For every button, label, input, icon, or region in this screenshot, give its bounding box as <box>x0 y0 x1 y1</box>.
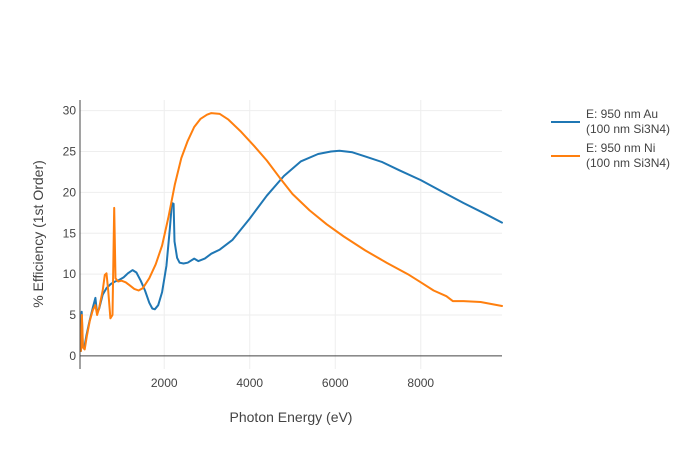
legend-label: (100 nm Si3N4) <box>586 156 670 170</box>
y-tick-label: 15 <box>63 226 77 240</box>
y-tick-label: 20 <box>63 185 77 199</box>
x-tick-label: 4000 <box>236 376 263 390</box>
grid-lines <box>80 100 502 369</box>
y-axis-ticks: 0 5 10 15 20 25 30 <box>63 104 77 363</box>
y-axis-title: % Efficiency (1st Order) <box>30 160 46 308</box>
y-tick-label: 25 <box>63 145 77 159</box>
x-tick-label: 2000 <box>151 376 178 390</box>
legend-label: (100 nm Si3N4) <box>586 122 670 136</box>
series-line-1 <box>79 149 503 352</box>
x-tick-label: 8000 <box>407 376 434 390</box>
y-tick-label: 0 <box>69 349 76 363</box>
x-axis-title: Photon Energy (eV) <box>230 409 353 425</box>
x-tick-label: 6000 <box>322 376 349 390</box>
legend-item-1[interactable]: E: 950 nm Au(100 nm Si3N4) <box>551 107 670 136</box>
y-tick-label: 30 <box>63 104 77 118</box>
legend-label: E: 950 nm Au <box>586 107 658 121</box>
legend-item-2[interactable]: E: 950 nm Ni(100 nm Si3N4) <box>551 141 670 170</box>
legend[interactable]: E: 950 nm Au(100 nm Si3N4)E: 950 nm Ni(1… <box>551 107 670 170</box>
y-tick-label: 10 <box>63 267 77 281</box>
series-line-2 <box>79 112 503 352</box>
x-axis-ticks: 2000 4000 6000 8000 <box>151 376 435 390</box>
plot-traces <box>79 112 503 352</box>
legend-label: E: 950 nm Ni <box>586 141 655 155</box>
y-tick-label: 5 <box>69 308 76 322</box>
